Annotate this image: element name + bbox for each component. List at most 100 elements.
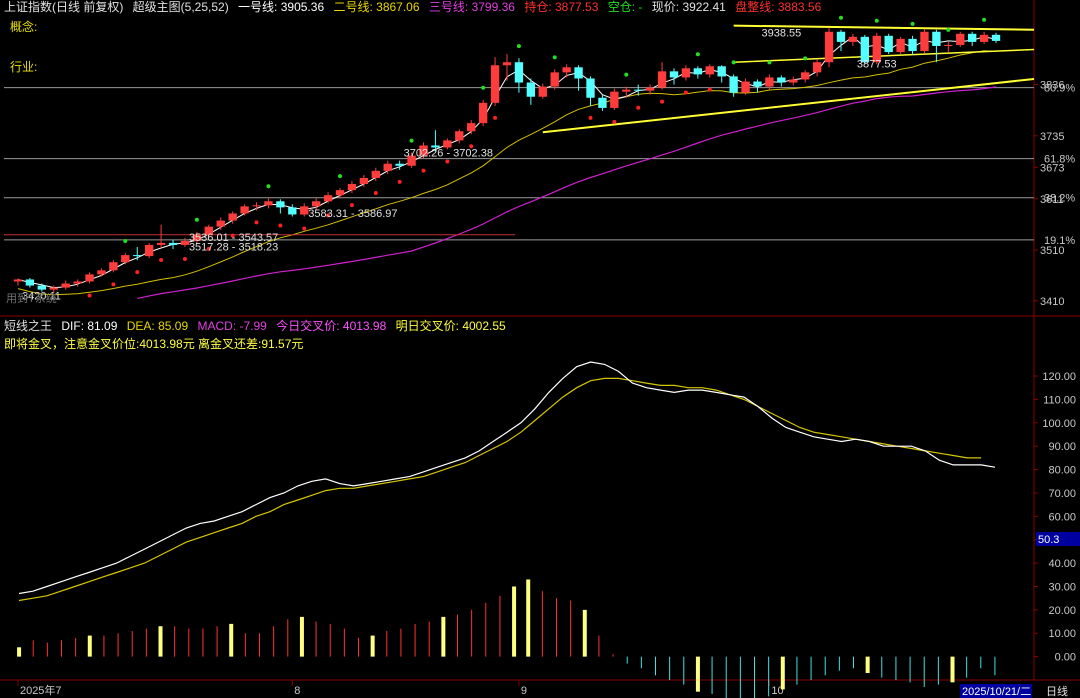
candle-body	[908, 38, 917, 52]
candle-body	[467, 123, 476, 132]
candle-body	[765, 77, 774, 87]
candle-body	[490, 65, 500, 103]
candle-body	[240, 206, 249, 214]
trail-dot	[731, 60, 736, 65]
candle-body	[645, 87, 655, 91]
price-tick-label: 3735	[1040, 131, 1064, 143]
dea-series	[18, 377, 982, 602]
candle-body	[824, 31, 834, 63]
candle-body	[49, 287, 58, 290]
candle-body	[777, 77, 786, 83]
candle-body	[562, 67, 571, 73]
current-value-box	[1036, 532, 1080, 547]
candle-body	[729, 76, 738, 93]
candle-body	[180, 240, 190, 245]
candle-body	[634, 89, 643, 91]
candle-body	[586, 78, 595, 98]
candle-body	[288, 207, 297, 215]
candle-body	[73, 281, 82, 284]
trail-dot	[194, 217, 199, 222]
price-tick-label: 3673	[1040, 162, 1064, 174]
line2-series	[17, 50, 997, 296]
candle-body	[920, 31, 929, 52]
fib-label: 19.1%	[1044, 235, 1075, 247]
price-annotation: 3877.53	[857, 58, 897, 70]
trail-dot	[326, 213, 331, 218]
candle-body	[144, 244, 154, 257]
candle-body	[526, 82, 536, 97]
candle-body	[812, 62, 822, 73]
candle-body	[896, 38, 905, 53]
trail-dot	[182, 256, 187, 261]
candle-body	[574, 67, 583, 79]
pressure-readout: 盘整线: 3883.56	[735, 0, 822, 14]
sub-tick-label: 60.00	[1048, 511, 1076, 523]
line1-readout: 一号线: 3905.36	[238, 0, 325, 14]
candle-body	[204, 226, 213, 235]
trail-dot	[481, 85, 486, 90]
trail-dot	[683, 90, 688, 95]
candle-body	[956, 33, 965, 45]
candle-body	[801, 72, 810, 80]
candle-body	[347, 184, 357, 191]
current-value-label: 50.3	[1038, 534, 1059, 546]
candle-body	[431, 145, 440, 148]
candle-body	[836, 31, 846, 42]
trail-dot	[660, 99, 665, 104]
candle-body	[168, 242, 178, 245]
candle-body	[741, 81, 750, 93]
trail-dot	[874, 18, 879, 23]
index-name[interactable]: 上证指数(日线 前复权)	[4, 0, 124, 14]
line3-readout: 三号线: 3799.36	[428, 0, 515, 14]
overlay-label: 用到T系统	[6, 292, 57, 305]
indicator-name[interactable]: 超级主图(5,25,52)	[132, 0, 229, 14]
trail-dot	[206, 246, 211, 251]
resistance-trendline	[733, 24, 1035, 31]
trail-dot	[278, 223, 283, 228]
candle-body	[192, 234, 202, 241]
candle-body	[85, 274, 94, 282]
header-bar: 上证指数(日线 前复权) 超级主图(5,25,52) 一号线: 3905.36 …	[4, 0, 821, 14]
candle-body	[944, 44, 953, 46]
candle-body	[610, 91, 619, 108]
candle-body	[968, 33, 977, 42]
price-tick-label: 3611	[1040, 194, 1064, 206]
sub-tick-label: 10.00	[1048, 628, 1076, 640]
trail-dot	[612, 119, 617, 124]
line3-series	[137, 86, 997, 299]
candle-body	[97, 270, 106, 275]
date-label: 9	[521, 685, 527, 697]
sub-tick-label: 120.00	[1042, 371, 1076, 383]
candle-body	[121, 255, 130, 263]
trail-dot	[159, 257, 164, 262]
candle-body	[371, 170, 380, 178]
candle-body	[478, 102, 488, 124]
macd-readout: MACD: -7.99	[197, 319, 267, 333]
industry-label: 行业:	[10, 60, 38, 74]
candle-body	[598, 97, 607, 108]
sub-tick-label: 100.00	[1042, 418, 1076, 430]
candle-body	[693, 68, 703, 75]
sub-indicator-name[interactable]: 短线之王	[4, 319, 53, 333]
trail-dot	[982, 17, 987, 22]
trail-dot	[397, 179, 402, 184]
candle-body	[37, 285, 46, 290]
trail-dot	[445, 159, 450, 164]
trail-dot	[349, 203, 354, 208]
candle-body	[979, 34, 989, 42]
candle-body	[359, 177, 369, 185]
candle-body	[395, 163, 404, 166]
candle-body	[455, 131, 464, 141]
candle-body	[323, 195, 333, 202]
trail-dot	[707, 87, 712, 92]
dif-series	[18, 361, 996, 595]
last-date-box	[960, 684, 1032, 698]
dif-readout: DIF: 81.09	[61, 319, 118, 333]
fib-label: 80.9%	[1044, 83, 1075, 95]
candle-body	[419, 145, 428, 156]
candle-body	[514, 62, 524, 83]
price-tick-label: 3510	[1040, 245, 1064, 257]
candle-body	[681, 68, 691, 78]
candle-body	[443, 140, 452, 148]
